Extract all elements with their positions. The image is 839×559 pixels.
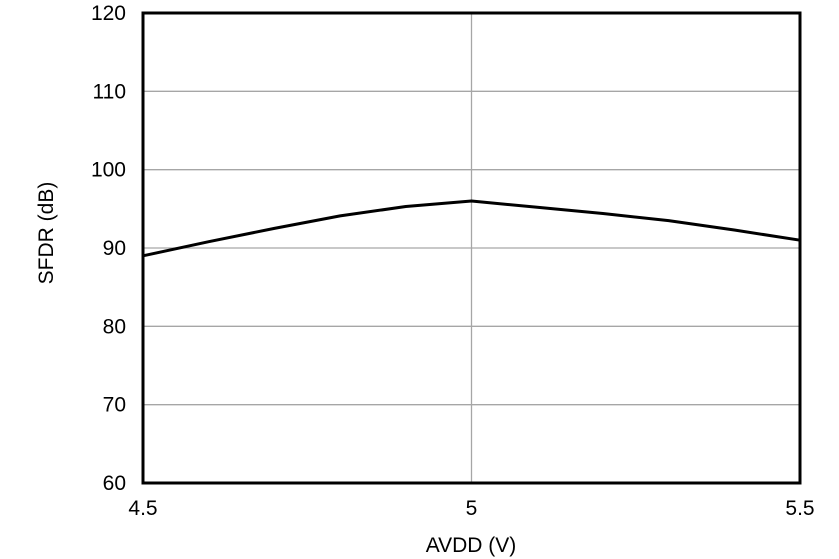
tick-labels-group: 60 70 80 90 100 110 120 4.5 5 5.5 — [91, 2, 815, 520]
y-tick-label: 80 — [103, 315, 126, 338]
gridlines-group — [143, 13, 800, 483]
plot-border — [141, 11, 802, 485]
y-tick-label: 120 — [91, 2, 126, 25]
series-line — [142, 199, 801, 258]
x-tick-label: 4.5 — [128, 497, 157, 520]
y-tick-label: 90 — [103, 237, 126, 260]
plot-border-group — [141, 11, 802, 485]
x-axis-title: AVDD (V) — [426, 534, 517, 557]
y-tick-label: 110 — [93, 80, 126, 103]
y-tick-label: 100 — [91, 159, 126, 182]
x-tick-label: 5.5 — [785, 497, 814, 520]
x-tick-label: 5 — [466, 497, 478, 520]
series-line-group — [142, 199, 801, 258]
y-tick-label: 70 — [103, 394, 126, 417]
y-axis-title: SFDR (dB) — [35, 182, 58, 285]
y-tick-label: 60 — [103, 472, 126, 495]
